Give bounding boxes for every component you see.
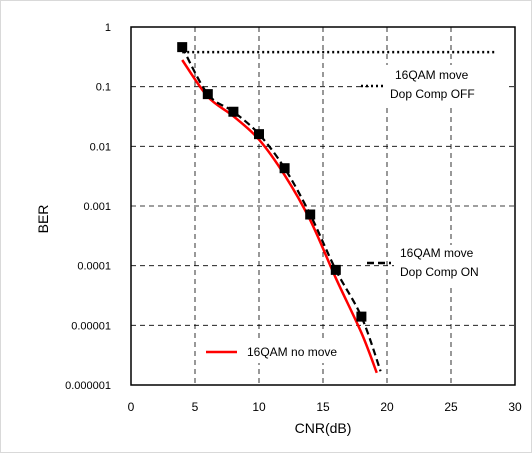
data-point-marker: [177, 42, 188, 53]
data-point-marker: [228, 106, 239, 117]
x-axis-title: CNR(dB): [295, 420, 352, 436]
data-point-marker: [202, 89, 213, 100]
y-tick-label: 0.01: [90, 141, 111, 153]
data-point-marker: [279, 163, 290, 174]
tick-labels: 0 5 10 15 20 25 30 0.000001 0.00001 0.0001 0.001 0.…: [65, 22, 522, 414]
x-tick-label: 5: [192, 400, 199, 414]
y-tick-label: 0.001: [83, 201, 111, 213]
data-point-marker: [356, 311, 367, 322]
legend-label: 16QAM no move: [247, 345, 337, 359]
plot-area: [130, 26, 516, 386]
series-layer: [177, 42, 496, 374]
gridlines: [131, 27, 515, 385]
data-point-marker: [305, 209, 316, 220]
legend-label-line1: 16QAM move: [400, 246, 474, 260]
legend-label-line2: Dop Comp OFF: [390, 87, 475, 101]
x-tick-label: 30: [508, 400, 522, 414]
y-tick-label: 1: [105, 22, 111, 34]
legend-label-line2: Dop Comp ON: [400, 265, 479, 279]
x-tick-label: 20: [380, 400, 394, 414]
y-tick-label: 0.00001: [71, 320, 111, 332]
y-tick-label: 0.0001: [77, 261, 111, 273]
legend-entry-dop-comp-on: 16QAM move Dop Comp ON: [367, 245, 514, 287]
x-tick-label: 25: [444, 400, 458, 414]
series-line-no-move: [181, 59, 378, 374]
y-axis-title: BER: [35, 205, 51, 234]
legend-label-line1: 16QAM move: [395, 68, 469, 82]
series-line-dop-comp-on: [181, 46, 382, 372]
legend-entry-dop-comp-off: 16QAM move Dop Comp OFF: [361, 65, 505, 107]
x-tick-label: 10: [252, 400, 266, 414]
data-point-marker: [330, 264, 341, 275]
data-point-marker: [254, 129, 264, 140]
y-tick-label: 0.1: [96, 82, 111, 94]
legend-entry-no-move: 16QAM no move: [199, 341, 349, 363]
x-tick-label: 0: [128, 400, 135, 414]
x-tick-label: 15: [316, 400, 330, 414]
y-tick-label: 0.000001: [65, 380, 111, 392]
